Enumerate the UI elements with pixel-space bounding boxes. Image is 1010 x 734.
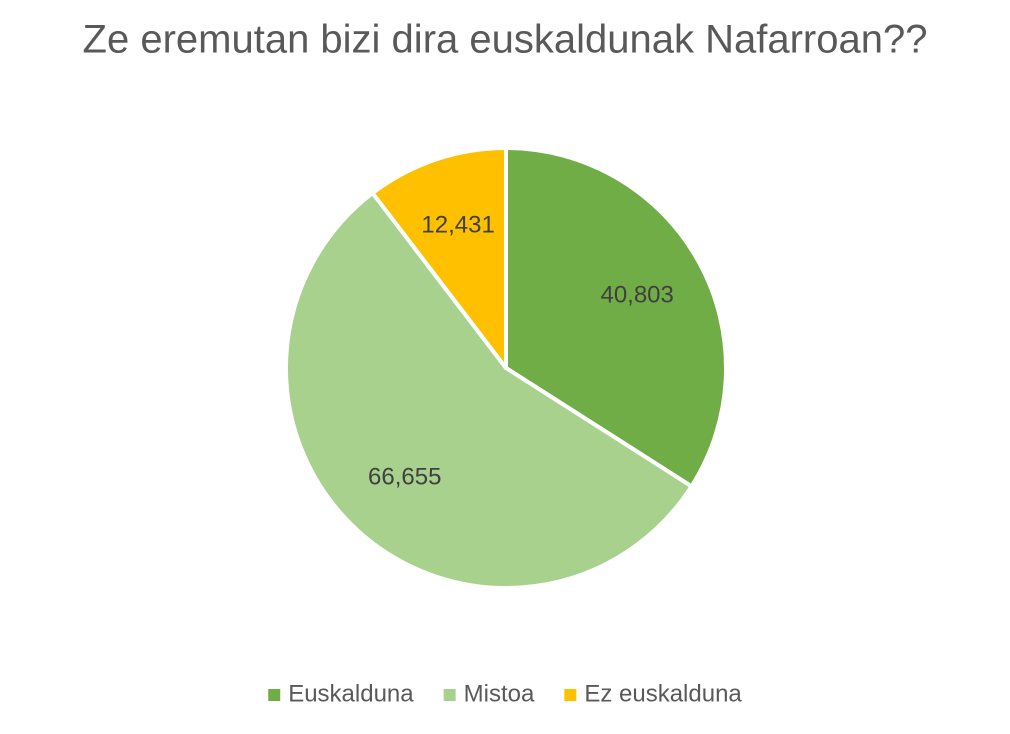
pie-slice (370, 146, 508, 370)
data-label: 40,803 (600, 281, 673, 308)
chart-title: Ze eremutan bizi dira euskaldunak Nafarr… (83, 18, 928, 62)
legend-swatch (443, 689, 456, 701)
data-label: 66,655 (368, 463, 441, 490)
legend-swatch (564, 689, 577, 701)
legend-label: Ez euskalduna (584, 680, 742, 707)
pie-slice (284, 191, 694, 590)
legend-label: Euskalduna (288, 680, 414, 707)
legend-label: Mistoa (464, 680, 535, 707)
data-label: 12,431 (421, 212, 494, 239)
legend-swatch (268, 689, 281, 701)
